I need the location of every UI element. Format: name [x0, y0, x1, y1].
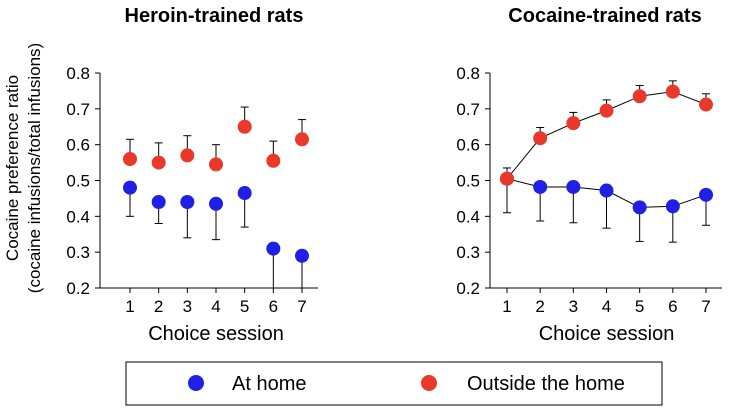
- legend: At home Outside the home: [125, 361, 663, 406]
- y-axis-label-line1: Cocaine preference ratio: [3, 75, 22, 261]
- y-tick-label: 0.2: [66, 279, 90, 298]
- y-tick-label: 0.3: [66, 243, 90, 262]
- chart-title: Cocaine-trained rats: [508, 5, 701, 27]
- data-point: [180, 148, 195, 163]
- data-point: [566, 116, 581, 131]
- data-point: [151, 195, 166, 209]
- x-tick-label: 1: [125, 297, 134, 316]
- x-tick-label: 2: [535, 297, 544, 316]
- x-tick-label: 3: [569, 297, 578, 316]
- data-point: [180, 195, 195, 209]
- y-tick-label: 0.4: [456, 207, 480, 226]
- legend-box: [125, 361, 663, 406]
- y-tick-label: 0.6: [66, 136, 90, 155]
- data-point: [295, 248, 309, 263]
- x-tick-label: 7: [297, 297, 306, 316]
- data-point: [599, 103, 614, 118]
- data-point: [599, 183, 614, 198]
- legend-marker-outside-home: [421, 375, 437, 391]
- data-point: [665, 199, 680, 214]
- y-tick-label: 0.2: [456, 279, 480, 298]
- x-tick-label: 1: [502, 297, 511, 316]
- y-tick-label: 0.7: [456, 100, 480, 119]
- data-point: [632, 89, 647, 104]
- data-point: [237, 119, 252, 134]
- data-point: [209, 157, 223, 172]
- data-point: [533, 179, 548, 194]
- legend-label-outside-home: Outside the home: [467, 373, 625, 395]
- data-point: [151, 155, 166, 170]
- data-point: [500, 171, 514, 186]
- chart-cocaine-trained: Cocaine-trained rats 0.2 0.3 0.4 0.5 0.6 0.7 0.…: [456, 5, 722, 345]
- x-tick-label: 4: [211, 297, 220, 316]
- data-point: [699, 97, 713, 112]
- y-tick-label: 0.6: [456, 136, 480, 155]
- data-point: [123, 152, 137, 166]
- data-point: [533, 131, 548, 146]
- series-at-home: [500, 171, 713, 243]
- data-point: [123, 180, 137, 195]
- y-tick-label: 0.5: [66, 172, 90, 191]
- x-tick-label: 6: [668, 297, 677, 316]
- y-axis-label-line2: (cocaine infusions/total infusions): [25, 43, 44, 293]
- x-tick-label: 6: [269, 297, 278, 316]
- x-axis-label: Choice session: [539, 323, 675, 345]
- data-point: [665, 84, 680, 99]
- data-point: [266, 241, 281, 256]
- legend-label-at-home: At home: [232, 373, 306, 395]
- x-tick-label: 5: [240, 297, 249, 316]
- series-at-home: [123, 180, 309, 289]
- y-tick-label: 0.4: [66, 207, 90, 226]
- x-tick-label: 3: [183, 297, 192, 316]
- y-tick-label: 0.8: [456, 64, 480, 83]
- x-tick-label: 7: [701, 297, 710, 316]
- x-axis-label: Choice session: [148, 323, 284, 345]
- y-tick-label: 0.5: [456, 172, 480, 191]
- series-outside-the-home: [123, 106, 309, 172]
- x-tick-label: 2: [154, 297, 163, 316]
- x-tick-label: 5: [635, 297, 644, 316]
- data-point: [295, 132, 309, 147]
- y-tick-label: 0.3: [456, 243, 480, 262]
- x-tick-label: 4: [602, 297, 611, 316]
- legend-marker-at-home: [188, 375, 204, 391]
- data-point: [266, 153, 281, 168]
- data-point: [566, 179, 581, 194]
- chart-heroin-trained: Heroin-trained rats 0.2 0.3 0.4 0.5 0.6 0.7 0.8…: [66, 5, 318, 345]
- y-tick-label: 0.8: [66, 64, 90, 83]
- data-point: [209, 196, 223, 211]
- series-outside-the-home: [500, 80, 713, 186]
- data-point: [699, 187, 713, 202]
- data-point: [632, 200, 647, 215]
- data-point: [237, 186, 252, 201]
- y-tick-label: 0.7: [66, 100, 90, 119]
- chart-title: Heroin-trained rats: [125, 5, 304, 27]
